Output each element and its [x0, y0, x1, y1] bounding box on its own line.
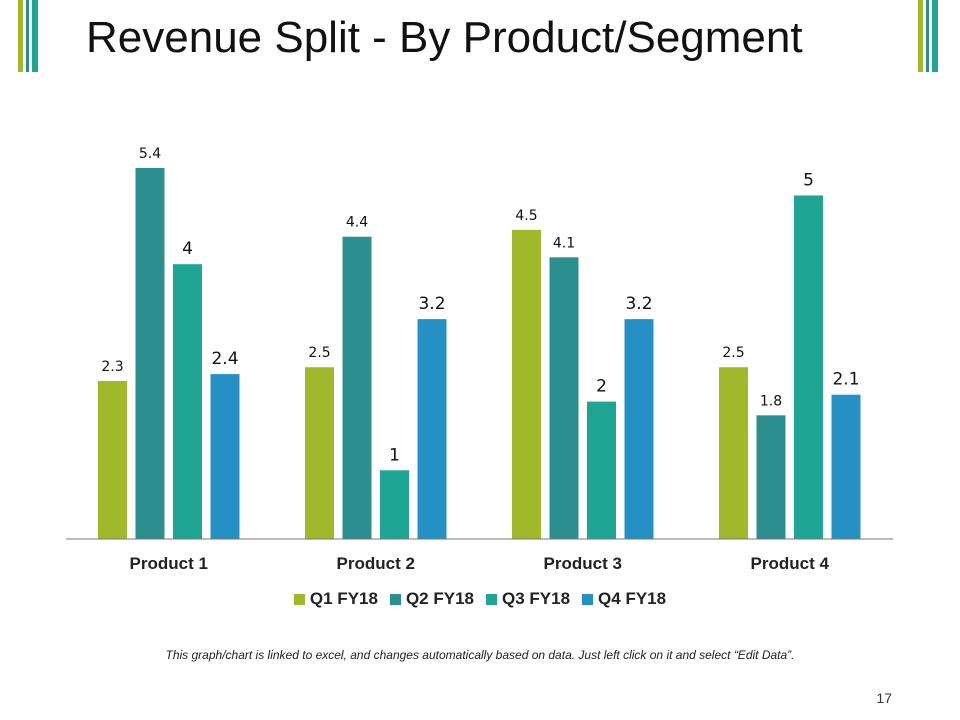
bar-q1-fy18[interactable] — [512, 229, 541, 540]
bar-q1-fy18[interactable] — [305, 367, 334, 539]
legend-item: Q1 FY18 — [293, 589, 378, 609]
legend-swatch — [486, 593, 497, 605]
x-tick-label: Product 2 — [337, 554, 415, 573]
legend-item: Q4 FY18 — [582, 589, 666, 609]
bar-q3-fy18[interactable] — [587, 401, 616, 539]
data-label: 4.5 — [515, 208, 537, 224]
data-label: 1 — [389, 445, 400, 465]
bar-q3-fy18[interactable] — [173, 264, 202, 539]
x-tick-label: Product 3 — [544, 554, 622, 573]
data-label: 2.5 — [722, 345, 744, 361]
left-decoration — [18, 0, 44, 72]
data-label: 2.3 — [101, 359, 123, 375]
data-label: 2.1 — [832, 370, 859, 390]
data-label: 2.4 — [211, 349, 238, 369]
data-label: 1.8 — [760, 393, 782, 409]
decoration-stripe — [32, 0, 38, 72]
legend-item: Q2 FY18 — [389, 589, 474, 609]
x-tick-label: Product 4 — [751, 554, 830, 573]
decoration-stripe — [932, 0, 938, 72]
data-label: 4 — [182, 239, 193, 259]
data-label: 2.5 — [308, 345, 330, 361]
bar-q3-fy18[interactable] — [380, 470, 409, 539]
data-label: 4.1 — [553, 235, 575, 251]
legend-label: Q2 FY18 — [405, 589, 474, 608]
legend-item: Q3 FY18 — [486, 589, 570, 609]
bar-q4-fy18[interactable] — [417, 319, 447, 539]
legend-swatch — [582, 593, 594, 605]
footnote: This graph/chart is linked to excel, and… — [165, 648, 795, 662]
slide-title: Revenue Split - By Product/Segment — [86, 13, 803, 62]
bar-q2-fy18[interactable] — [135, 168, 165, 539]
data-label: 2 — [596, 377, 607, 397]
legend-swatch — [293, 593, 305, 605]
legend-label: Q4 FY18 — [598, 589, 667, 608]
right-decoration — [918, 0, 944, 72]
data-label: 5.4 — [139, 146, 161, 162]
decoration-stripe — [26, 0, 29, 72]
bar-q3-fy18[interactable] — [794, 195, 823, 539]
legend-swatch — [389, 593, 401, 605]
bar-q4-fy18[interactable] — [624, 319, 654, 539]
bar-q4-fy18[interactable] — [831, 394, 861, 539]
bar-q4-fy18[interactable] — [210, 374, 240, 539]
page-number: 17 — [876, 690, 892, 706]
bar-q2-fy18[interactable] — [756, 415, 786, 539]
bar-q2-fy18[interactable] — [549, 257, 579, 539]
data-label: 5 — [803, 170, 814, 190]
chart-legend: Q1 FY18 Q2 FY18 Q3 FY18 Q4 FY18 — [0, 588, 960, 610]
data-label: 3.2 — [625, 294, 652, 314]
decoration-stripe — [18, 0, 23, 72]
legend-label: Q1 FY18 — [309, 589, 378, 608]
data-label: 4.4 — [346, 215, 368, 231]
bar-q2-fy18[interactable] — [342, 236, 372, 539]
legend-label: Q3 FY18 — [502, 589, 571, 608]
decoration-stripe — [926, 0, 929, 72]
bar-q1-fy18[interactable] — [719, 367, 748, 539]
bar-q1-fy18[interactable] — [98, 380, 127, 539]
data-label: 3.2 — [418, 294, 445, 314]
x-tick-label: Product 1 — [130, 554, 208, 573]
decoration-stripe — [918, 0, 923, 72]
